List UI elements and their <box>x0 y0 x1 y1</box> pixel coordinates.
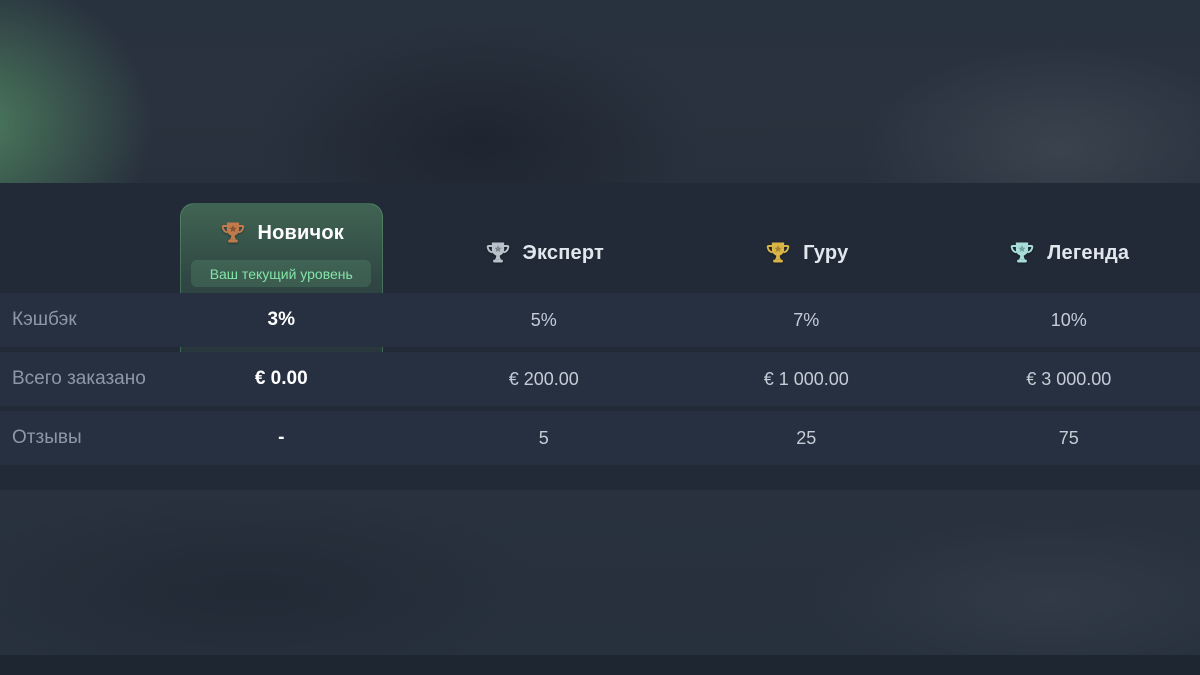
blurred-hero-background <box>0 0 1200 183</box>
total-guru-value: € 1 000.00 <box>763 368 849 389</box>
cashback-expert-value: 5% <box>530 309 557 330</box>
level-column-novice: Новичок Ваш текущий уровень <box>150 183 413 293</box>
row-label: Кэшбэк <box>12 309 77 330</box>
trophy-bronze-icon <box>219 219 247 247</box>
trophy-platinum-icon <box>1008 239 1036 267</box>
levels-header-row: Новичок Ваш текущий уровень <box>0 183 1200 293</box>
table-row-reviews: Отзывы - 5 25 75 <box>0 411 1200 465</box>
blurred-lower-background <box>0 490 1200 655</box>
level-column-guru: Гуру <box>675 183 938 293</box>
level-name: Эксперт <box>522 241 604 264</box>
cashback-novice-value: 3% <box>267 309 295 330</box>
total-legend-value: € 3 000.00 <box>1026 368 1112 389</box>
cashback-guru-value: 7% <box>793 309 820 330</box>
total-expert-value: € 200.00 <box>508 368 579 389</box>
reviews-expert-value: 5 <box>538 427 549 448</box>
table-row-cashback: Кэшбэк 3% 5% 7% 10% <box>0 293 1200 347</box>
row-label: Отзывы <box>12 427 82 448</box>
reviews-legend-value: 75 <box>1058 427 1079 448</box>
loyalty-levels-table: Новичок Ваш текущий уровень <box>0 183 1200 490</box>
level-name: Легенда <box>1047 241 1130 264</box>
trophy-silver-icon <box>484 239 512 267</box>
level-name: Гуру <box>803 241 849 264</box>
header-spacer <box>0 183 150 293</box>
level-column-expert: Эксперт <box>413 183 676 293</box>
trophy-gold-icon <box>764 239 792 267</box>
total-novice-value: € 0.00 <box>254 368 308 389</box>
level-column-legend: Легенда <box>938 183 1200 293</box>
reviews-novice-value: - <box>278 427 285 448</box>
level-name: Новичок <box>257 221 344 244</box>
row-label: Всего заказано <box>12 368 146 389</box>
table-row-total-ordered: Всего заказано € 0.00 € 200.00 € 1 000.0… <box>0 352 1200 406</box>
cashback-legend-value: 10% <box>1050 309 1087 330</box>
reviews-guru-value: 25 <box>796 427 817 448</box>
current-level-badge: Ваш текущий уровень <box>191 260 372 287</box>
bottom-dark-strip <box>0 655 1200 675</box>
